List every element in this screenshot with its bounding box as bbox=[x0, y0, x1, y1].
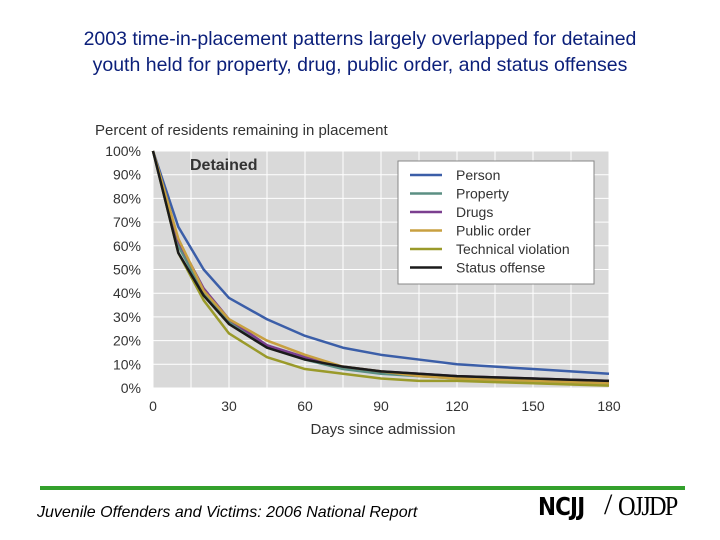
legend-label-status-offense: Status offense bbox=[456, 260, 545, 276]
legend-label-technical-violation: Technical violation bbox=[456, 241, 570, 257]
ojjdp-logo: OJJDP bbox=[618, 491, 678, 521]
series-line-person bbox=[151, 150, 610, 376]
x-tick-label: 90 bbox=[373, 398, 389, 414]
x-tick-label: 120 bbox=[445, 398, 469, 414]
y-tick-label: 10% bbox=[113, 356, 141, 372]
x-axis-label: Days since admission bbox=[310, 421, 455, 438]
y-tick-label: 80% bbox=[113, 190, 141, 206]
slide-title-line-1: 2003 time-in-placement patterns largely … bbox=[83, 28, 637, 50]
y-tick-label: 70% bbox=[113, 214, 141, 230]
x-tick-label: 60 bbox=[297, 398, 313, 414]
y-tick-label: 0% bbox=[121, 380, 141, 396]
slide-title: 2003 time-in-placement patterns largely … bbox=[8, 26, 712, 78]
y-tick-label: 60% bbox=[113, 238, 141, 254]
axis-ticks: 0% 10% 20% 30% 40% 50% 60% 70% 80% 90% 100% 0 30 60 90… bbox=[105, 143, 621, 414]
x-tick-label: 180 bbox=[597, 398, 621, 414]
legend-label-public-order: Public order bbox=[456, 223, 531, 239]
y-tick-label: 100% bbox=[105, 143, 141, 159]
x-tick-label: 150 bbox=[521, 398, 545, 414]
ncjj-logo: NCJJ bbox=[538, 492, 585, 521]
y-tick-label: 90% bbox=[113, 167, 141, 183]
y-tick-label: 20% bbox=[113, 333, 141, 349]
footer-report-title: Juvenile Offenders and Victims: 2006 Nat… bbox=[37, 504, 418, 521]
legend-box bbox=[397, 160, 595, 285]
series-line-status-offense bbox=[151, 150, 610, 383]
series-lines bbox=[151, 150, 610, 387]
panel-label: Detained bbox=[190, 157, 258, 174]
legend-label-drugs: Drugs bbox=[456, 204, 493, 220]
y-tick-label: 40% bbox=[113, 285, 141, 301]
y-tick-label: 30% bbox=[113, 309, 141, 325]
legend: Person Property Drugs Public order Technical… bbox=[397, 160, 595, 285]
y-tick-label: 50% bbox=[113, 262, 141, 278]
slide-title-line-2: youth held for property, drug, public or… bbox=[92, 54, 628, 76]
legend-label-property: Property bbox=[456, 186, 509, 202]
x-tick-label: 0 bbox=[149, 398, 157, 414]
x-tick-label: 30 bbox=[221, 398, 237, 414]
logo-slash: / bbox=[604, 488, 613, 521]
survival-line-chart: Percent of residents remaining in placem… bbox=[95, 122, 621, 438]
footer-rule bbox=[40, 486, 685, 490]
legend-label-person: Person bbox=[456, 167, 500, 183]
series-line-technical-violation bbox=[151, 150, 610, 387]
chart-title: Percent of residents remaining in placem… bbox=[95, 122, 388, 139]
